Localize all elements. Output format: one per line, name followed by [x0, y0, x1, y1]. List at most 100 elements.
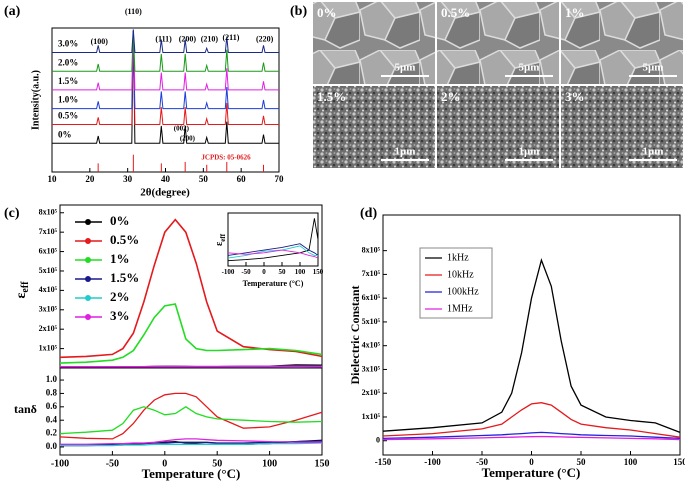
- series-line: [227, 218, 319, 262]
- legend-label: 1kHz: [447, 252, 469, 263]
- peak-label: (210): [201, 34, 219, 43]
- x-tick-label: -100: [424, 457, 441, 467]
- series-line: [59, 218, 323, 359]
- x-tick-label: 0: [162, 458, 167, 469]
- x-tick-label: 100: [295, 268, 306, 276]
- x-tick-label: 70: [275, 174, 285, 184]
- x-tick-label: 60: [237, 174, 247, 184]
- y-tick-label: 8x10⁵: [362, 245, 381, 254]
- x-tick-label: 100: [262, 458, 277, 469]
- y-tick-label: 3x10⁵: [362, 364, 381, 373]
- legend-label: 3%: [110, 308, 130, 323]
- sem-label: 1.5%: [317, 89, 346, 104]
- x-tick-label: -100: [222, 268, 235, 276]
- scale-label: 1μm: [643, 146, 664, 158]
- y-tick-label: 4x10⁵: [362, 341, 381, 350]
- legend-label: 1%: [110, 251, 130, 266]
- legend-label: 1.5%: [110, 270, 139, 285]
- series-label: 1.0%: [58, 95, 78, 105]
- x-tick-label: -50: [106, 458, 119, 469]
- x-tick-label: -50: [476, 457, 488, 467]
- sem-image: [437, 2, 559, 84]
- panel-label: (d): [360, 206, 377, 221]
- legend-label: 100kHz: [447, 286, 479, 297]
- reference-label: JCPDS: 05-0626: [201, 154, 251, 162]
- series-line: [60, 365, 323, 368]
- panel-label: (c): [4, 206, 20, 221]
- legend-label: 2%: [110, 289, 130, 304]
- x-tick-label: 150: [315, 458, 330, 469]
- inset-y-label-sub: eff: [219, 233, 227, 241]
- y-tick-label: 1x10⁵: [39, 343, 58, 352]
- series-line: [382, 435, 681, 441]
- legend-marker: [85, 238, 91, 244]
- legend-marker: [85, 257, 91, 263]
- peak-label: (200): [179, 34, 197, 43]
- panel-label: (a): [4, 4, 21, 19]
- scale-label: 1μm: [395, 146, 416, 158]
- inset-y-label-main: ε: [214, 241, 225, 246]
- sem-label: 0.5%: [441, 5, 470, 20]
- y-tick-label: 7x10⁵: [362, 269, 381, 278]
- x-tick-label: 50: [212, 458, 222, 469]
- series-label: 1.5%: [58, 76, 78, 86]
- x-tick-label: 150: [673, 457, 685, 467]
- x-tick-label: 50: [199, 174, 209, 184]
- y-tick-label: 6x10⁵: [362, 293, 381, 302]
- x-tick-label: 20: [85, 174, 95, 184]
- plot-frame: [51, 27, 280, 173]
- series-line: [59, 406, 323, 435]
- series-line: [382, 257, 681, 434]
- y-tick-label: 0.8: [46, 387, 58, 397]
- peak-label: (110): [125, 7, 142, 16]
- x-tick-label: -150: [375, 457, 392, 467]
- x-tick-label: 0: [529, 457, 534, 467]
- series-line: [60, 440, 323, 446]
- y-tick-label: 5x10⁵: [39, 266, 58, 275]
- series-line: [52, 30, 279, 72]
- y-tick-label: 0.0: [46, 441, 58, 451]
- peak-label: (002): [174, 124, 190, 132]
- series-label: 0.5%: [58, 111, 78, 121]
- sem-label: 3%: [565, 89, 585, 104]
- y-tick-label: 6x10⁵: [39, 246, 58, 255]
- series-line: [59, 392, 323, 440]
- legend-label: 0%: [110, 213, 130, 228]
- scale-label: 5μm: [643, 62, 664, 74]
- panel-label: (b): [290, 4, 307, 19]
- series-line: [52, 29, 279, 53]
- plot-frame: [59, 367, 323, 456]
- peak-label: (100): [91, 37, 109, 46]
- legend-label: 1MHz: [447, 303, 473, 314]
- x-tick-label: 150: [313, 268, 324, 276]
- legend-box: [419, 247, 493, 319]
- series-line: [227, 243, 319, 256]
- x-tick-label: -100: [51, 458, 69, 469]
- x-axis-label: 2θ(degree): [140, 187, 190, 199]
- series-label: 2.0%: [58, 57, 78, 67]
- sem-label: 1%: [565, 5, 585, 20]
- sem-image: [313, 2, 435, 84]
- y-tick-label: 0.6: [46, 401, 58, 411]
- series-line: [382, 431, 681, 440]
- legend-marker: [85, 314, 91, 320]
- y-axis-label-sub: eff: [20, 281, 31, 293]
- series-line: [59, 303, 323, 364]
- x-tick-label: 50: [577, 457, 587, 467]
- series-line: [60, 442, 323, 447]
- y-tick-label: 2x10⁵: [362, 388, 381, 397]
- legend-label: 10kHz: [447, 269, 474, 280]
- y-tick-label: 4x10⁵: [39, 285, 58, 294]
- sem-image: [561, 2, 683, 84]
- series-line: [52, 30, 279, 144]
- x-tick-label: 10: [48, 174, 58, 184]
- y-tick-label: 0.4: [46, 414, 58, 424]
- series-label: 3.0%: [58, 39, 78, 49]
- plot-frame: [227, 212, 319, 267]
- x-axis-label: Temperature (°C): [482, 465, 581, 480]
- series-line: [52, 30, 279, 125]
- scale-label: 5μm: [519, 62, 540, 74]
- x-tick-label: 50: [279, 268, 287, 276]
- inset-y-label: εeff: [214, 233, 226, 246]
- y-axis-label: tanδ: [14, 402, 37, 416]
